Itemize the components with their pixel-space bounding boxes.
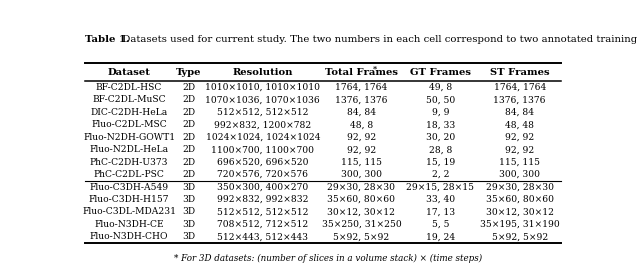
Text: BF-C2DL-HSC: BF-C2DL-HSC — [96, 83, 163, 92]
Text: Resolution: Resolution — [232, 68, 293, 77]
Text: 1010×1010, 1010×1010: 1010×1010, 1010×1010 — [205, 83, 320, 92]
Text: Table 1.: Table 1. — [85, 35, 129, 44]
Text: DIC-C2DH-HeLa: DIC-C2DH-HeLa — [90, 108, 168, 117]
Text: Total Frames: Total Frames — [325, 68, 398, 77]
Text: 2D: 2D — [182, 170, 195, 179]
Text: 512×443, 512×443: 512×443, 512×443 — [217, 232, 308, 241]
Text: 1764, 1764: 1764, 1764 — [493, 83, 546, 92]
Text: 33, 40: 33, 40 — [426, 195, 455, 204]
Text: Fluo-N2DL-HeLa: Fluo-N2DL-HeLa — [90, 145, 169, 154]
Text: 512×512, 512×512: 512×512, 512×512 — [217, 108, 308, 117]
Text: 2D: 2D — [182, 108, 195, 117]
Text: 29×15, 28×15: 29×15, 28×15 — [406, 183, 474, 191]
Text: 1024×1024, 1024×1024: 1024×1024, 1024×1024 — [205, 133, 320, 142]
Text: 992×832, 1200×782: 992×832, 1200×782 — [214, 120, 312, 129]
Text: 15, 19: 15, 19 — [426, 158, 455, 167]
Text: 1070×1036, 1070×1036: 1070×1036, 1070×1036 — [205, 95, 320, 104]
Text: Type: Type — [176, 68, 202, 77]
Text: Fluo-C3DH-A549: Fluo-C3DH-A549 — [90, 183, 169, 191]
Text: 3D: 3D — [182, 195, 195, 204]
Text: 300, 300: 300, 300 — [341, 170, 382, 179]
Text: ST Frames: ST Frames — [490, 68, 550, 77]
Text: 92, 92: 92, 92 — [505, 145, 534, 154]
Text: 48, 8: 48, 8 — [350, 120, 373, 129]
Text: 35×250, 31×250: 35×250, 31×250 — [322, 220, 401, 229]
Text: 2D: 2D — [182, 158, 195, 167]
Text: 512×512, 512×512: 512×512, 512×512 — [217, 208, 308, 216]
Text: BF-C2DL-MuSC: BF-C2DL-MuSC — [92, 95, 166, 104]
Text: 350×300, 400×270: 350×300, 400×270 — [217, 183, 308, 191]
Text: 30×12, 30×12: 30×12, 30×12 — [328, 208, 396, 216]
Text: 5×92, 5×92: 5×92, 5×92 — [492, 232, 548, 241]
Text: PhC-C2DH-U373: PhC-C2DH-U373 — [90, 158, 168, 167]
Text: 2D: 2D — [182, 133, 195, 142]
Text: 49, 8: 49, 8 — [429, 83, 452, 92]
Text: Fluo-N3DH-CE: Fluo-N3DH-CE — [94, 220, 164, 229]
Text: Fluo-N2DH-GOWT1: Fluo-N2DH-GOWT1 — [83, 133, 175, 142]
Text: 2D: 2D — [182, 120, 195, 129]
Text: 300, 300: 300, 300 — [499, 170, 540, 179]
Text: Fluo-C2DL-MSC: Fluo-C2DL-MSC — [92, 120, 167, 129]
Text: 29×30, 28×30: 29×30, 28×30 — [486, 183, 554, 191]
Text: PhC-C2DL-PSC: PhC-C2DL-PSC — [93, 170, 164, 179]
Text: Fluo-N3DH-CHO: Fluo-N3DH-CHO — [90, 232, 168, 241]
Text: 708×512, 712×512: 708×512, 712×512 — [217, 220, 308, 229]
Text: 1100×700, 1100×700: 1100×700, 1100×700 — [211, 145, 314, 154]
Text: 992×832, 992×832: 992×832, 992×832 — [217, 195, 308, 204]
Text: 18, 33: 18, 33 — [426, 120, 455, 129]
Text: 5×92, 5×92: 5×92, 5×92 — [333, 232, 390, 241]
Text: 1376, 1376: 1376, 1376 — [335, 95, 388, 104]
Text: 2D: 2D — [182, 95, 195, 104]
Text: 17, 13: 17, 13 — [426, 208, 455, 216]
Text: 3D: 3D — [182, 232, 195, 241]
Text: 35×60, 80×60: 35×60, 80×60 — [486, 195, 554, 204]
Text: 2D: 2D — [182, 145, 195, 154]
Text: *: * — [373, 64, 378, 72]
Text: 2, 2: 2, 2 — [431, 170, 449, 179]
Text: 1376, 1376: 1376, 1376 — [493, 95, 546, 104]
Text: 19, 24: 19, 24 — [426, 232, 455, 241]
Text: 30, 20: 30, 20 — [426, 133, 455, 142]
Text: Fluo-C3DL-MDA231: Fluo-C3DL-MDA231 — [82, 208, 176, 216]
Text: * For 3D datasets: (number of slices in a volume stack) × (time steps): * For 3D datasets: (number of slices in … — [174, 254, 482, 263]
Text: 1764, 1764: 1764, 1764 — [335, 83, 388, 92]
Text: 2D: 2D — [182, 83, 195, 92]
Text: 92, 92: 92, 92 — [505, 133, 534, 142]
Text: 696×520, 696×520: 696×520, 696×520 — [217, 158, 308, 167]
Text: 92, 92: 92, 92 — [347, 133, 376, 142]
Text: Datasets used for current study. The two numbers in each cell correspond to two : Datasets used for current study. The two… — [118, 35, 640, 44]
Text: GT Frames: GT Frames — [410, 68, 471, 77]
Text: 29×30, 28×30: 29×30, 28×30 — [328, 183, 396, 191]
Text: 35×195, 31×190: 35×195, 31×190 — [480, 220, 559, 229]
Text: 115, 115: 115, 115 — [341, 158, 382, 167]
Text: 30×12, 30×12: 30×12, 30×12 — [486, 208, 554, 216]
Text: 9, 9: 9, 9 — [431, 108, 449, 117]
Text: Fluo-C3DH-H157: Fluo-C3DH-H157 — [89, 195, 170, 204]
Text: 92, 92: 92, 92 — [347, 145, 376, 154]
Text: 28, 8: 28, 8 — [429, 145, 452, 154]
Text: 115, 115: 115, 115 — [499, 158, 540, 167]
Text: 5, 5: 5, 5 — [431, 220, 449, 229]
Text: 3D: 3D — [182, 220, 195, 229]
Text: 84, 84: 84, 84 — [505, 108, 534, 117]
Text: Dataset: Dataset — [108, 68, 150, 77]
Text: 50, 50: 50, 50 — [426, 95, 455, 104]
Text: 3D: 3D — [182, 208, 195, 216]
Text: 3D: 3D — [182, 183, 195, 191]
Text: 84, 84: 84, 84 — [347, 108, 376, 117]
Text: 720×576, 720×576: 720×576, 720×576 — [217, 170, 308, 179]
Text: 48, 48: 48, 48 — [505, 120, 534, 129]
Text: 35×60, 80×60: 35×60, 80×60 — [328, 195, 396, 204]
